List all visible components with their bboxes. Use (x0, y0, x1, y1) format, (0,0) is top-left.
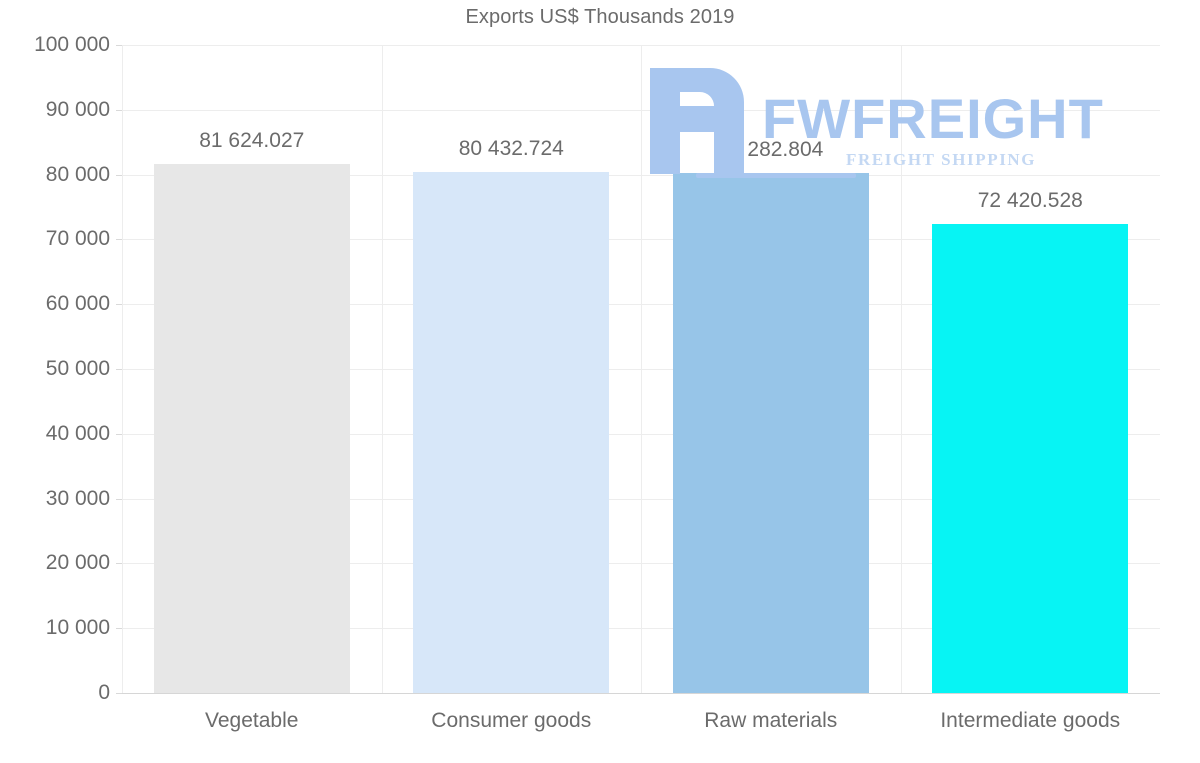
x-tick-label: Vegetable (205, 709, 299, 732)
bar-value-label: 72 420.528 (977, 188, 1083, 212)
y-tick-mark (116, 174, 122, 176)
x-tick-label: Intermediate goods (940, 709, 1121, 732)
y-tick-label: 80 000 (45, 162, 110, 186)
y-tick-mark (116, 304, 122, 306)
bar-value-label: 80 282.804 (718, 137, 824, 161)
y-tick-mark (116, 498, 122, 500)
bar-value-label: 80 432.724 (458, 136, 564, 160)
y-gridline (122, 693, 1160, 694)
x-gridline (122, 45, 123, 693)
y-tick-label: 30 000 (45, 486, 110, 510)
bar[interactable] (672, 172, 869, 693)
x-tick-label: Consumer goods (431, 709, 592, 732)
x-gridline (901, 45, 902, 693)
y-tick-label: 100 000 (34, 33, 110, 56)
chart-title: Exports US$ Thousands 2019 (465, 6, 735, 28)
y-tick-mark (116, 369, 122, 370)
y-tick-mark (116, 109, 122, 111)
y-tick-label: 10 000 (45, 616, 110, 640)
bar[interactable] (153, 164, 350, 693)
bar[interactable] (932, 223, 1129, 693)
y-tick-label: 90 000 (45, 97, 110, 121)
y-tick-label: 70 000 (45, 227, 110, 251)
y-tick-mark (116, 628, 122, 630)
x-tick-label: Raw materials (704, 709, 838, 732)
y-tick-label: 50 000 (45, 357, 110, 380)
y-tick-label: 20 000 (45, 551, 110, 575)
plot-area (122, 45, 1160, 694)
y-tick-mark (116, 563, 122, 565)
y-tick-label: 40 000 (45, 421, 110, 445)
y-tick-label: 0 (98, 681, 110, 704)
x-gridline (641, 45, 642, 693)
x-gridline (382, 45, 383, 693)
y-tick-mark (116, 239, 122, 241)
bar-value-label: 81 624.027 (199, 129, 305, 153)
bar[interactable] (413, 171, 610, 693)
y-tick-mark (116, 45, 122, 46)
y-tick-label: 60 000 (45, 292, 110, 316)
y-tick-mark (116, 693, 122, 694)
y-tick-mark (116, 433, 122, 435)
